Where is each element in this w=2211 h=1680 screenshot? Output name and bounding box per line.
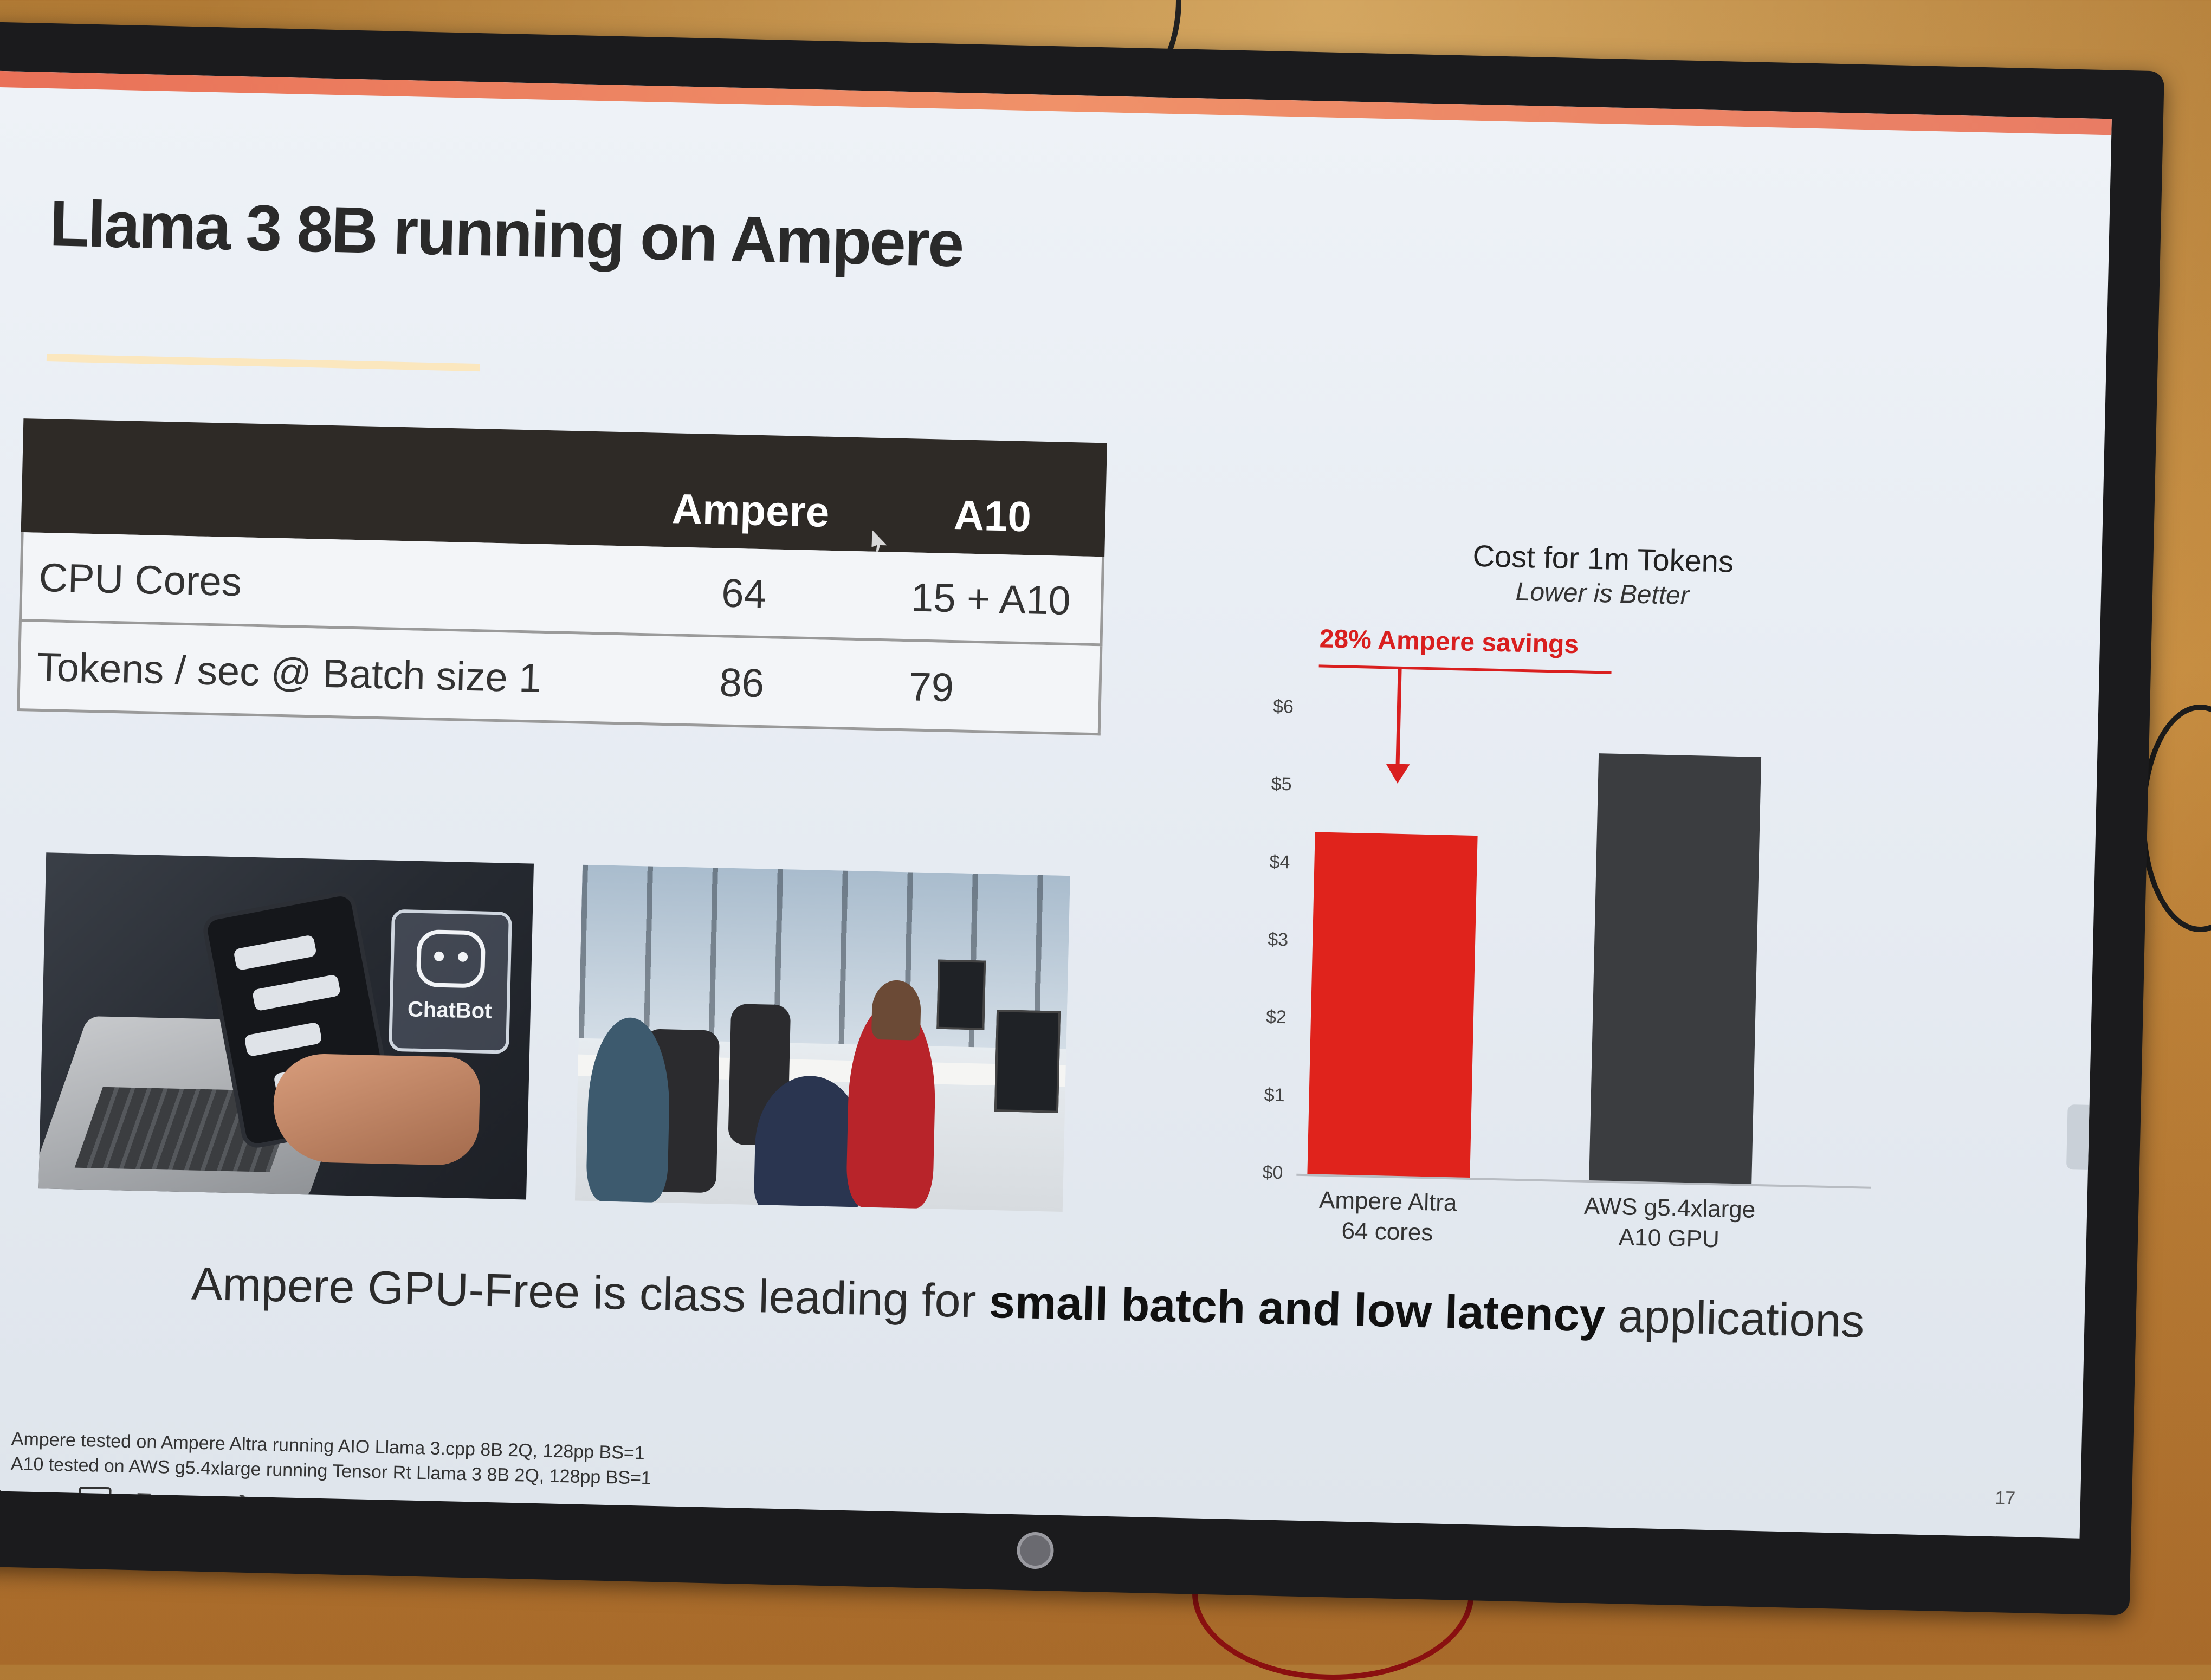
slide-top-accent [0,70,2112,135]
person-figure [585,1017,671,1203]
y-tick-label: $2 [1265,1006,1287,1028]
chatbot-photo: ChatBot [38,852,534,1200]
person-figure [871,979,922,1041]
row-label: CPU Cores [38,554,242,605]
y-tick-label: $5 [1271,773,1292,795]
search-icon[interactable]: ⌕ [38,1481,54,1512]
chatbot-label: ChatBot [407,997,493,1023]
presenter-toolbar: ✎ ⌕ CC ■ ● ➔ [0,1480,270,1524]
row-label: Tokens / sec @ Batch size 1 [36,644,542,701]
hand-illustration [272,1052,481,1166]
tv-monitor: Llama 3 8B running on Ampere Ampere A10 … [0,22,2164,1616]
table-header-ampere: Ampere [671,484,830,536]
cc-icon[interactable]: CC [78,1486,112,1516]
next-arrow-icon[interactable]: ➔ [228,1485,252,1517]
chatbot-icon: ChatBot [389,909,512,1054]
a10-value: 79 [908,664,954,710]
comparison-table: Ampere A10 CPU Cores 64 15 + A10 Tokens … [17,418,1107,736]
savings-annotation: 28% Ampere savings [1319,624,1579,660]
presentation-slide: Llama 3 8B running on Ampere Ampere A10 … [0,70,2112,1539]
more-icon[interactable]: ● [183,1484,201,1515]
x-tick-label: Ampere Altra 64 cores [1318,1186,1457,1246]
desk-monitor [936,959,986,1030]
a10-value: 15 + A10 [910,574,1071,623]
camera-icon[interactable]: ■ [135,1483,153,1514]
y-tick-label: $6 [1272,696,1294,718]
ampere-value: 86 [719,660,765,706]
chart-title: Cost for 1m Tokens [1472,538,1734,579]
pen-icon[interactable]: ✎ [0,1480,10,1511]
slide-title: Llama 3 8B running on Ampere [49,187,964,281]
cost-bar-chart: Cost for 1m Tokens Lower is Better 28% A… [1196,532,1890,1306]
savings-underline [1318,664,1612,674]
tagline-pre: Ampere GPU-Free is class leading for [191,1257,990,1328]
side-panel-handle[interactable] [2066,1104,2090,1170]
tagline-post: applications [1605,1289,1865,1348]
bar-aws-a10 [1589,753,1762,1184]
page-number: 17 [1994,1488,2016,1509]
mouse-cursor-icon [871,530,887,552]
desk-monitor [994,1010,1061,1113]
savings-arrow-icon [1395,669,1402,767]
table-header-a10: A10 [953,491,1032,541]
y-tick-label: $4 [1269,851,1290,873]
y-tick-label: $0 [1262,1162,1283,1184]
chart-subtitle: Lower is Better [1515,577,1690,610]
x-tick-label: AWS g5.4xlarge A10 GPU [1583,1192,1756,1253]
bar-ampere-altra [1307,832,1478,1178]
y-tick-label: $1 [1264,1084,1285,1106]
ampere-value: 64 [721,570,767,617]
monitor-power-indicator [1016,1532,1055,1569]
savings-arrowhead-icon [1385,764,1410,784]
y-tick-label: $3 [1267,929,1289,951]
footnotes: • Ampere tested on Ampere Altra running … [0,1426,652,1491]
office-workers-photo [574,864,1070,1212]
title-glare [46,354,480,372]
